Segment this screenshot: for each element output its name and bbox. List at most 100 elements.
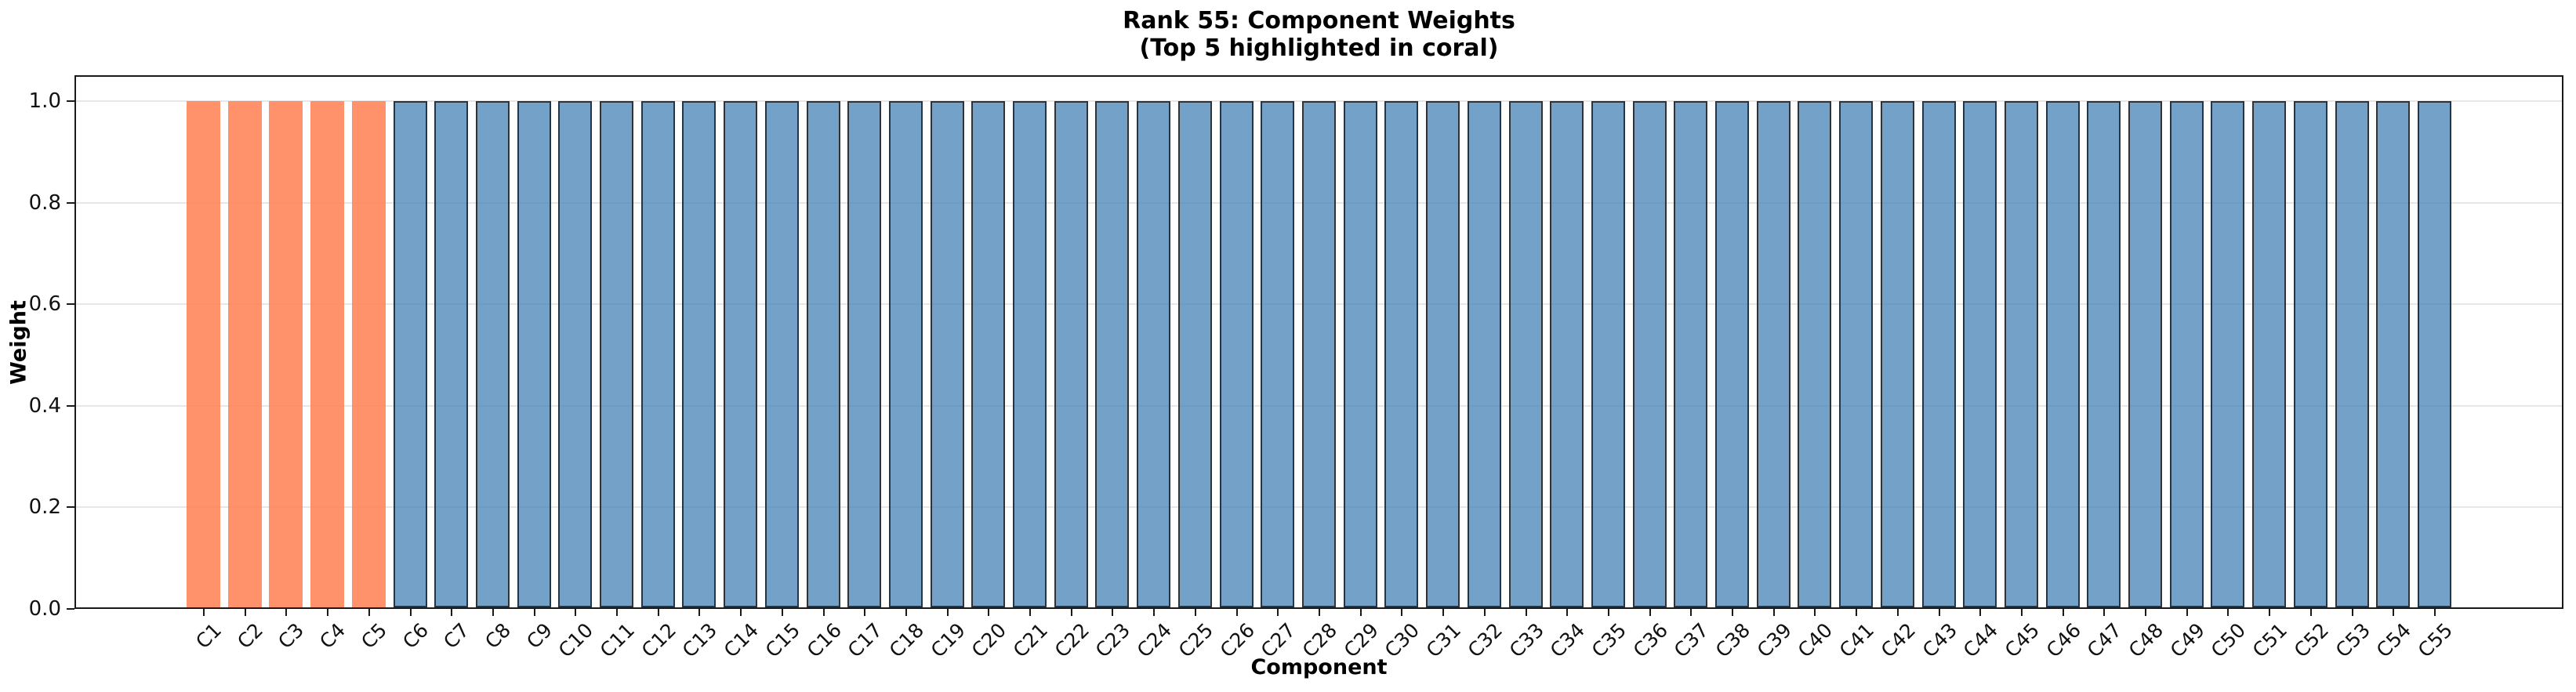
x-tick-mark [822,609,825,616]
x-tick-mark [2186,609,2188,616]
x-tick-mark [946,609,949,616]
x-tick-mark [368,609,370,616]
x-tick-mark [2062,609,2064,616]
y-tick-mark [67,303,74,306]
x-tick-mark [1442,609,1444,616]
x-tick-label: C6 [398,618,434,654]
x-tick-mark [2268,609,2270,616]
x-tick-mark [1235,609,1238,616]
x-tick-mark [574,609,576,616]
y-tick-mark [67,100,74,102]
bar-C47 [2087,101,2121,607]
x-tick-mark [2433,609,2436,616]
y-tick-mark [67,608,74,610]
x-tick-mark [2309,609,2312,616]
bar-C33 [1508,101,1543,607]
x-tick-label: C1 [191,618,227,654]
plot-area [74,75,2563,609]
x-tick-mark [2351,609,2353,616]
x-tick-mark [492,609,494,616]
bar-C26 [1219,101,1254,607]
y-tick-label: 0.6 [28,292,61,317]
bar-C32 [1467,101,1501,607]
x-tick-mark [1607,609,1609,616]
x-tick-mark [1152,609,1155,616]
bar-C2 [227,101,262,607]
bar-C24 [1137,101,1171,607]
bar-C11 [600,101,634,607]
x-tick-mark [285,609,287,616]
x-tick-mark [1359,609,1362,616]
x-tick-mark [1111,609,1113,616]
x-tick-mark [450,609,452,616]
x-tick-mark [905,609,907,616]
bar-C31 [1426,101,1460,607]
bar-C37 [1674,101,1708,607]
bar-C9 [517,101,551,607]
bar-C48 [2128,101,2163,607]
bars-row [76,77,2562,607]
x-tick-mark [1525,609,1527,616]
x-tick-mark [1855,609,1857,616]
x-tick-mark [1896,609,1899,616]
bar-C21 [1013,101,1047,607]
x-tick-mark [1566,609,1568,616]
x-tick-mark [202,609,205,616]
x-tick-mark [781,609,783,616]
bar-C28 [1301,101,1336,607]
x-tick-label: C3 [274,618,309,654]
bar-C7 [434,101,469,607]
bar-C49 [2169,101,2204,607]
bar-C43 [1921,101,1956,607]
x-tick-mark [1772,609,1775,616]
bar-C23 [1095,101,1130,607]
bar-C22 [1054,101,1088,607]
x-tick-mark [244,609,246,616]
x-tick-label: C8 [481,618,516,654]
x-tick-mark [2392,609,2394,616]
x-tick-mark [739,609,742,616]
bar-C35 [1591,101,1625,607]
bar-C42 [1880,101,1914,607]
bar-C51 [2252,101,2287,607]
bar-C14 [724,101,758,607]
bar-C15 [764,101,799,607]
x-tick-label: C9 [522,618,557,654]
y-tick-label: 0.8 [28,190,61,215]
x-axis-label: Component [1250,655,1388,679]
x-tick-mark [1731,609,1733,616]
bar-C55 [2417,101,2451,607]
x-tick-mark [2144,609,2146,616]
chart-subtitle: (Top 5 highlighted in coral) [1139,34,1499,62]
x-tick-mark [2103,609,2105,616]
bar-C27 [1261,101,1295,607]
x-tick-label: C2 [233,618,268,654]
x-tick-mark [1070,609,1072,616]
x-tick-mark [533,609,535,616]
x-tick-label: C4 [315,618,350,654]
bar-C8 [475,101,510,607]
bar-C18 [888,101,923,607]
x-tick-mark [698,609,700,616]
bar-C38 [1715,101,1750,607]
y-tick-label: 0.2 [28,495,61,520]
y-axis: 0.0 0.2 0.4 0.6 0.8 1.0 [0,0,74,692]
x-tick-mark [987,609,989,616]
x-tick-mark [326,609,328,616]
bar-C50 [2211,101,2245,607]
x-tick-mark [1938,609,1940,616]
x-tick-mark [1979,609,1981,616]
bar-C19 [930,101,964,607]
x-tick-label: C7 [439,618,474,654]
x-tick-mark [615,609,618,616]
x-tick-mark [2226,609,2229,616]
bar-C3 [269,101,303,607]
x-tick-mark [1029,609,1031,616]
x-tick-mark [1400,609,1402,616]
bar-C25 [1177,101,1212,607]
bar-C5 [351,101,386,607]
chart-title: Rank 55: Component Weights [1123,7,1515,34]
bar-C20 [971,101,1006,607]
bar-C54 [2376,101,2411,607]
